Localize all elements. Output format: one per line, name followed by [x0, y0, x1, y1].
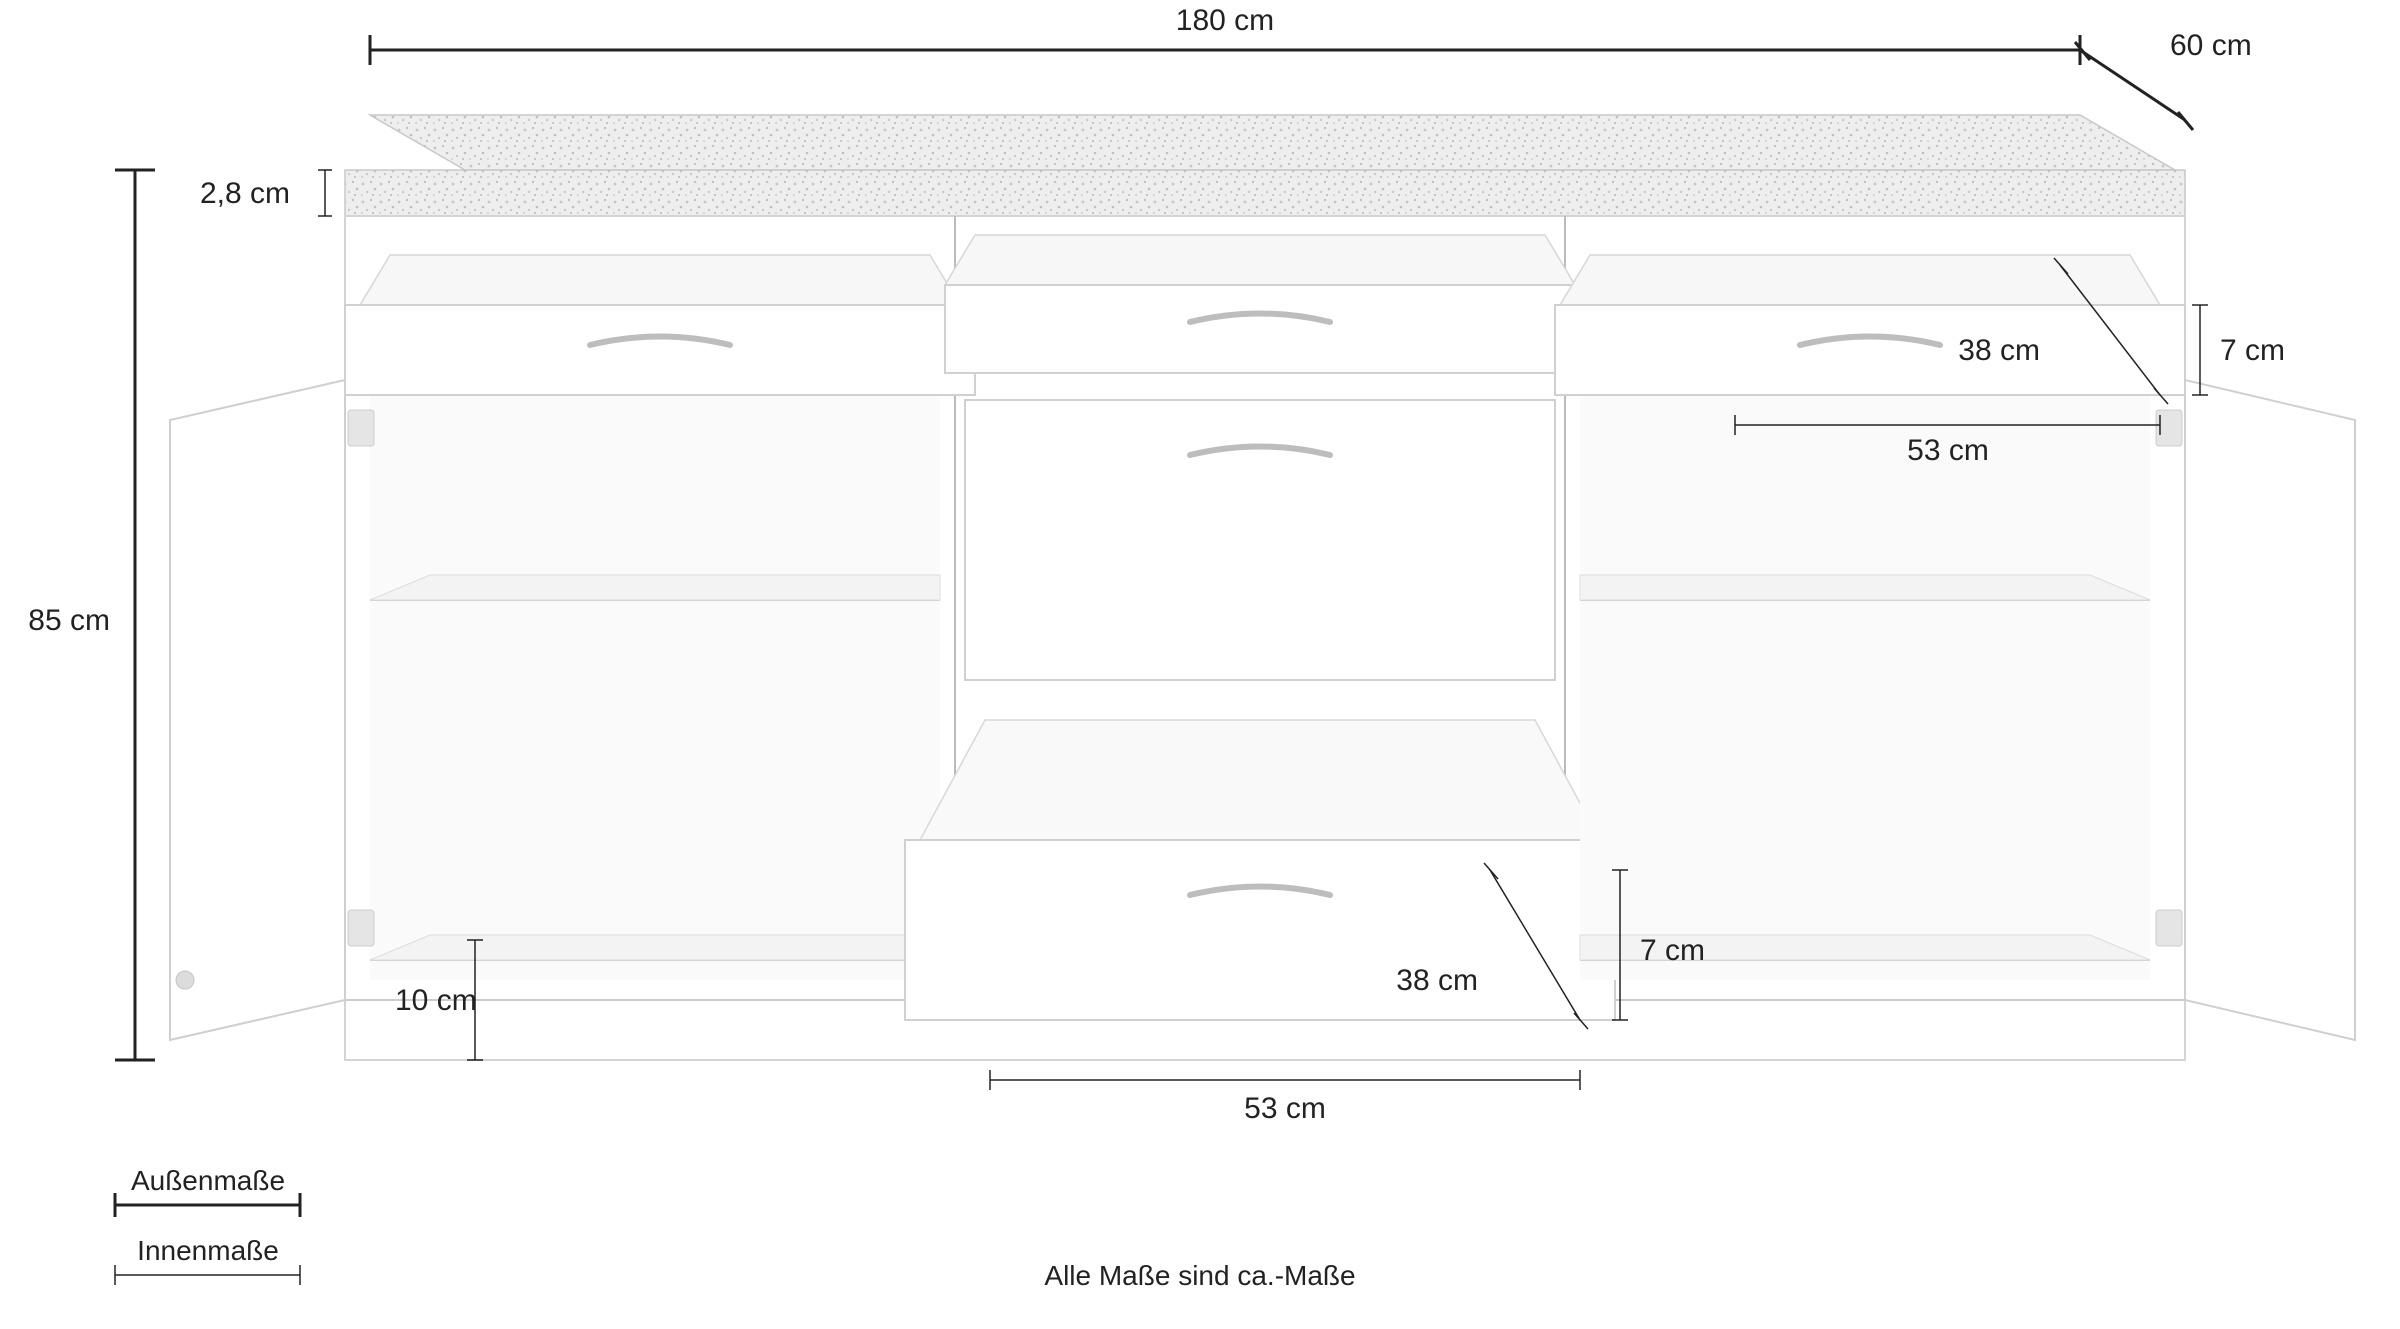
dim-bc-w: 53 cm [1244, 1092, 1326, 1125]
dim-width-top-label: 180 cm [1176, 4, 1274, 37]
dim-ct-thick-label: 2,8 cm [200, 177, 290, 210]
dim-bc-h: 7 cm [1640, 934, 1705, 967]
mid-drawer-1 [945, 235, 1575, 373]
legend-inner: Innenmaße [137, 1235, 279, 1266]
left-door [170, 380, 345, 1040]
left-section [170, 255, 975, 1040]
countertop [345, 115, 2185, 216]
legend-outer: Außenmaße [131, 1165, 285, 1196]
diagram-stage: 180 cm 60 cm 2,8 cm 85 cm [0, 0, 2400, 1324]
dim-tr-w: 53 cm [1907, 434, 1989, 467]
dim-height-left-label: 85 cm [28, 604, 110, 637]
dim-depth-top: 60 cm [2075, 29, 2252, 130]
dim-bc-d: 38 cm [1396, 964, 1478, 997]
diagram-svg: 180 cm 60 cm 2,8 cm 85 cm [0, 0, 2400, 1324]
left-drawer-open [345, 255, 975, 395]
dim-tr-h: 7 cm [2220, 334, 2285, 367]
mid-drawer-3 [905, 720, 1615, 1020]
right-door [2185, 380, 2355, 1040]
legend: Außenmaße Innenmaße [115, 1165, 300, 1285]
dim-width-top: 180 cm [370, 4, 2080, 65]
right-drawer-open [1555, 255, 2185, 395]
right-section [1555, 255, 2355, 1040]
dim-countertop-thickness: 2,8 cm [200, 170, 332, 216]
mid-drawer-2 [965, 400, 1555, 680]
dim-height-left: 85 cm [28, 170, 155, 1060]
note-text: Alle Maße sind ca.-Maße [1044, 1260, 1355, 1291]
dim-tr-d: 38 cm [1958, 334, 2040, 367]
dim-plinth-label: 10 cm [395, 984, 477, 1017]
dim-depth-top-label: 60 cm [2170, 29, 2252, 62]
